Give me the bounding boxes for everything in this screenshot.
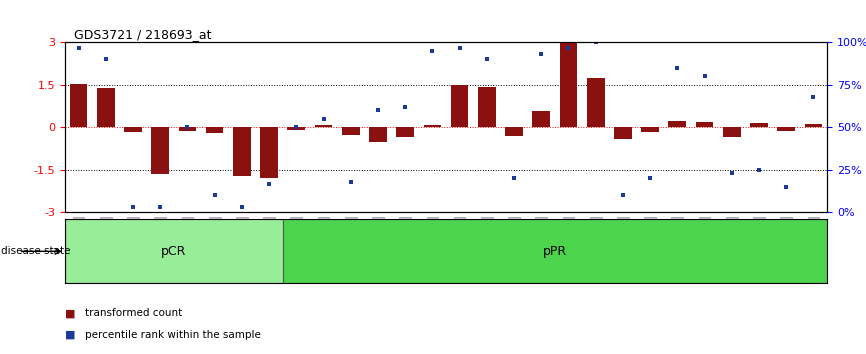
Point bbox=[806, 94, 820, 100]
Point bbox=[589, 40, 603, 45]
Text: percentile rank within the sample: percentile rank within the sample bbox=[85, 330, 261, 339]
Text: ■: ■ bbox=[65, 308, 75, 318]
Bar bbox=[641, 127, 659, 132]
Point bbox=[235, 205, 249, 210]
Bar bbox=[178, 127, 197, 131]
Bar bbox=[65, 219, 282, 283]
Point bbox=[425, 48, 439, 54]
Bar bbox=[206, 127, 223, 133]
Point bbox=[262, 181, 276, 186]
Bar bbox=[260, 127, 278, 178]
Point bbox=[371, 108, 385, 113]
Bar bbox=[314, 125, 333, 127]
Bar bbox=[695, 122, 714, 127]
Bar bbox=[669, 121, 686, 127]
Point bbox=[779, 184, 793, 190]
Point bbox=[507, 176, 521, 181]
Text: GDS3721 / 218693_at: GDS3721 / 218693_at bbox=[74, 28, 211, 41]
Bar bbox=[97, 88, 114, 127]
Point bbox=[534, 52, 548, 57]
Bar bbox=[233, 127, 251, 176]
Bar bbox=[750, 123, 768, 127]
Point bbox=[561, 45, 575, 50]
Bar bbox=[533, 111, 550, 127]
Point bbox=[153, 205, 167, 210]
Point bbox=[643, 176, 657, 181]
Point bbox=[180, 125, 194, 130]
Bar bbox=[587, 78, 604, 127]
Text: pPR: pPR bbox=[543, 245, 567, 258]
Bar bbox=[342, 127, 359, 135]
Text: pCR: pCR bbox=[161, 245, 186, 258]
Bar bbox=[397, 127, 414, 137]
Bar bbox=[282, 219, 827, 283]
Point bbox=[670, 65, 684, 71]
Bar bbox=[805, 124, 822, 127]
Point bbox=[453, 45, 467, 50]
Bar bbox=[778, 127, 795, 131]
Point bbox=[208, 193, 222, 198]
Bar bbox=[288, 127, 305, 130]
Point bbox=[616, 193, 630, 198]
Text: ■: ■ bbox=[65, 330, 75, 339]
Bar bbox=[559, 42, 578, 127]
Bar bbox=[478, 87, 495, 127]
Bar bbox=[124, 127, 142, 132]
Point bbox=[99, 57, 113, 62]
Bar bbox=[423, 125, 441, 127]
Bar bbox=[614, 127, 631, 139]
Point bbox=[126, 205, 140, 210]
Point bbox=[480, 57, 494, 62]
Point bbox=[725, 171, 739, 176]
Point bbox=[289, 125, 303, 130]
Bar bbox=[723, 127, 740, 137]
Bar bbox=[69, 84, 87, 127]
Point bbox=[398, 104, 412, 110]
Text: disease state: disease state bbox=[1, 246, 70, 256]
Point bbox=[317, 116, 331, 122]
Point bbox=[344, 179, 358, 185]
Bar bbox=[505, 127, 523, 136]
Point bbox=[698, 74, 712, 79]
Bar bbox=[369, 127, 387, 142]
Text: transformed count: transformed count bbox=[85, 308, 182, 318]
Point bbox=[752, 167, 766, 173]
Bar bbox=[152, 127, 169, 174]
Point bbox=[72, 45, 86, 50]
Bar bbox=[450, 85, 469, 127]
